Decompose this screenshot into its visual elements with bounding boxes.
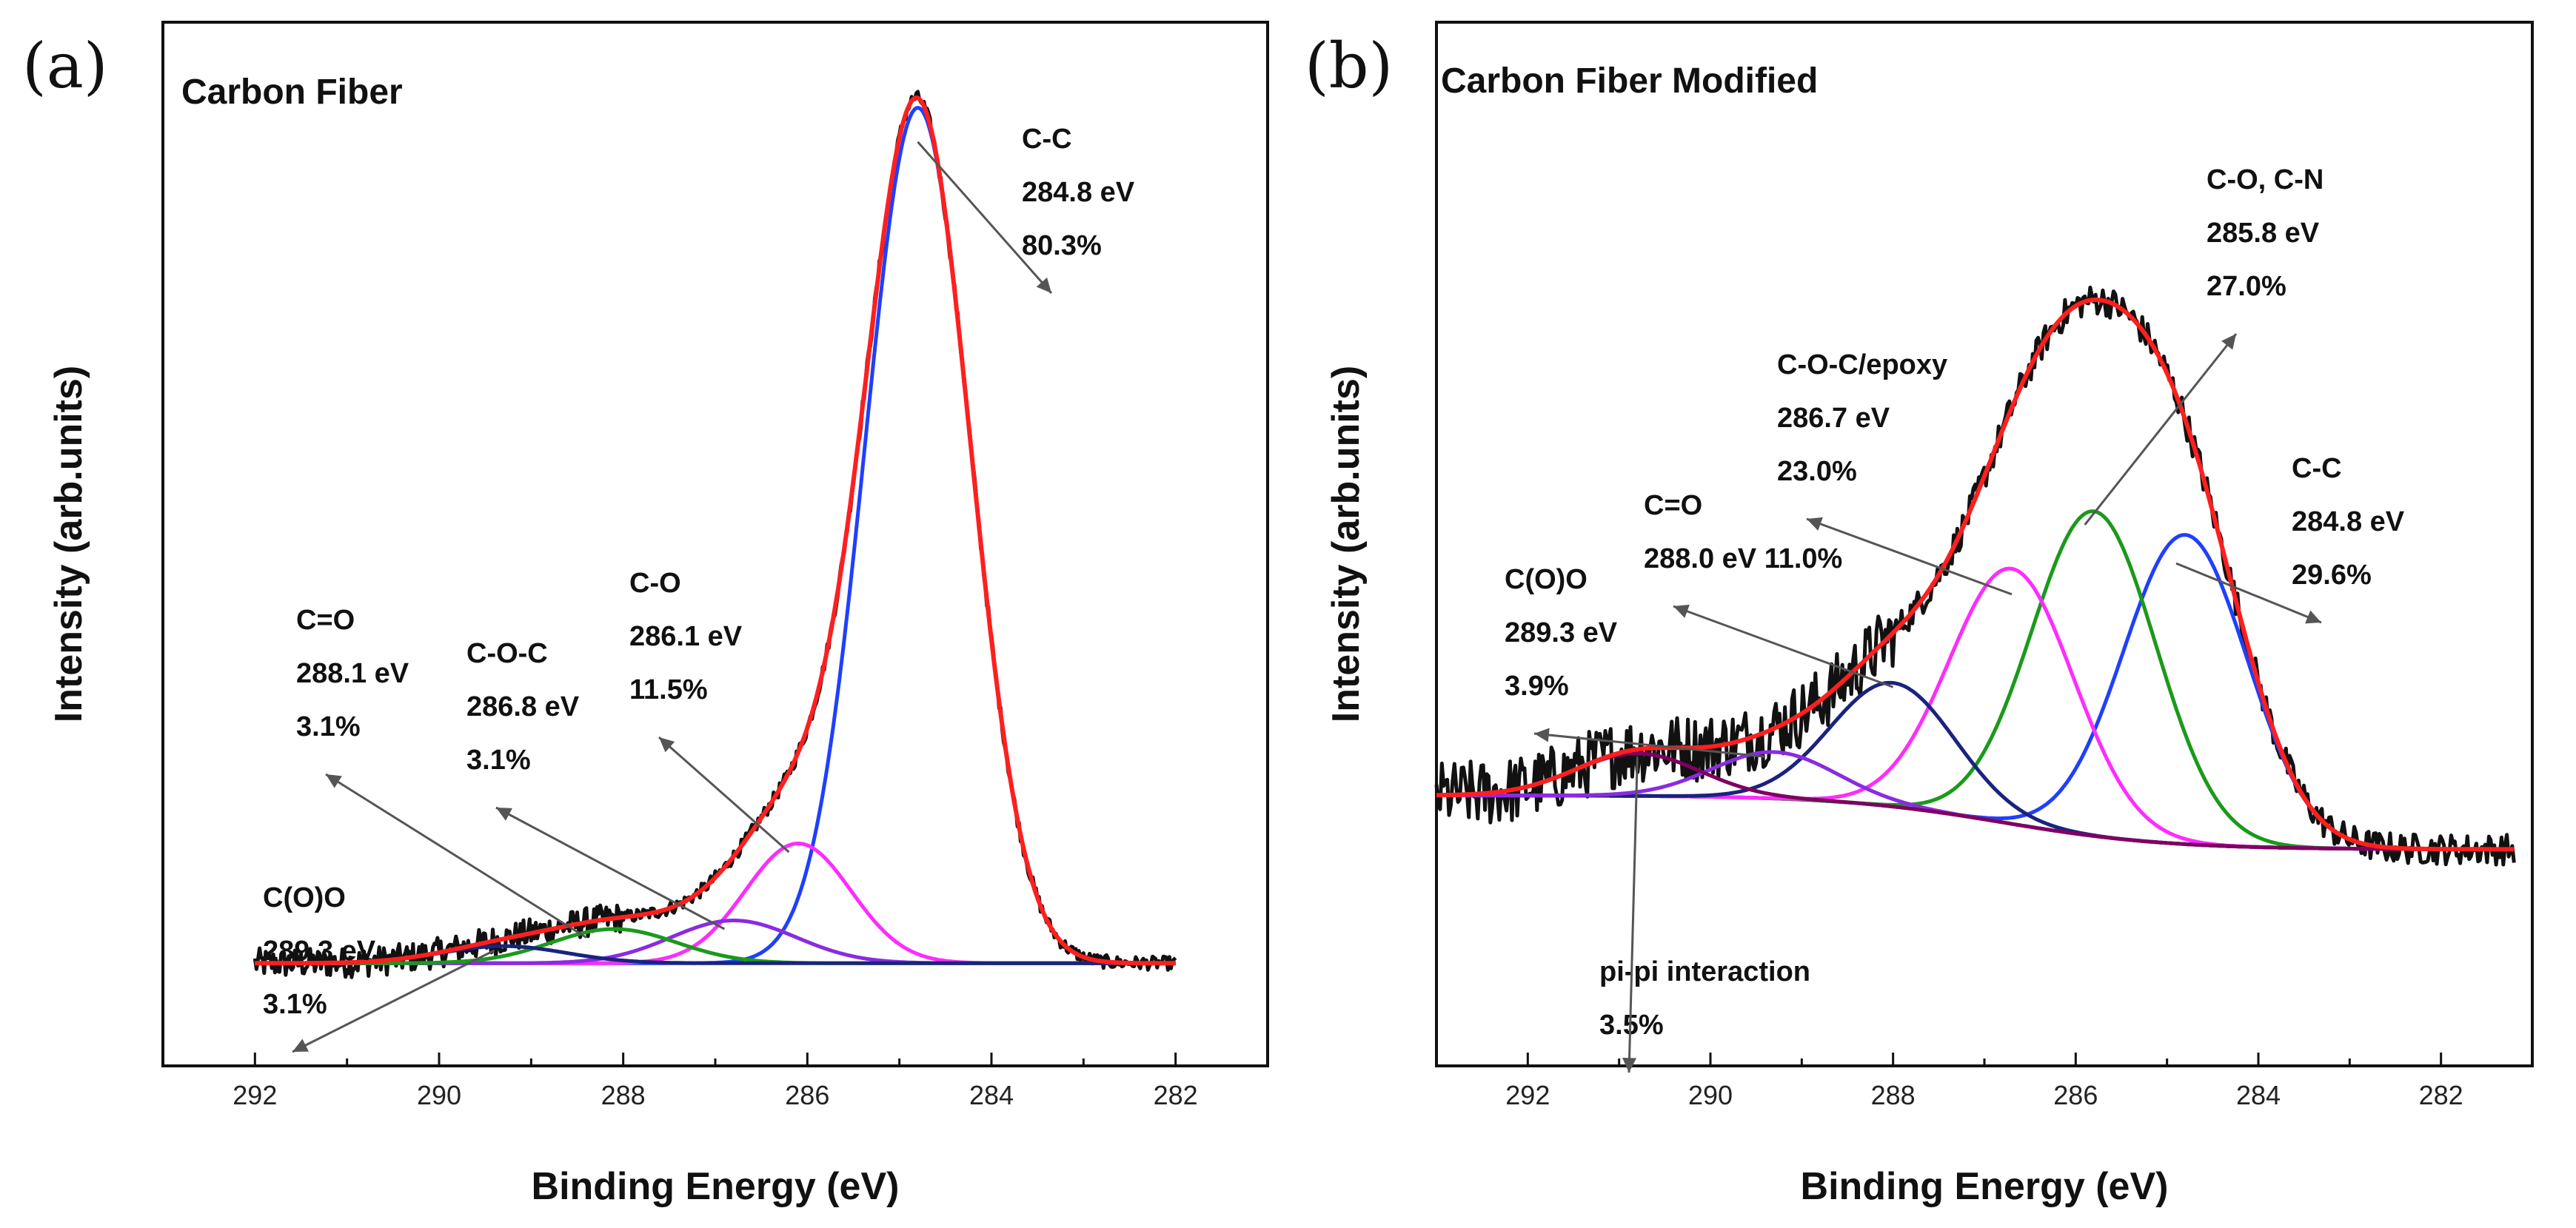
panel-a-annotation: C-O 286.1 eV 11.5% <box>629 568 790 853</box>
panel-b-x-tick-label: 282 <box>2419 1080 2463 1110</box>
panel-a-x-tick-label: 292 <box>232 1080 277 1110</box>
panel-b-annotation-arrow <box>1806 517 2013 596</box>
panel-b-annotation: C=O 288.0 eV 11.0% <box>1644 490 1894 688</box>
panel-b: (b) Carbon Fiber Modified 292 290 288 286 28… <box>1305 21 2534 1208</box>
panel-a-raw-data-line <box>252 90 1177 979</box>
panel-b-annotation-text: 284.8 eV <box>2292 506 2405 537</box>
panel-b-annotation-arrow <box>2084 333 2238 526</box>
panel-b-component-c-o-c-epoxy-line <box>1436 566 2515 851</box>
panel-a-title: Carbon Fiber <box>181 73 403 112</box>
panel-b-x-tick-label: 292 <box>1505 1080 1550 1110</box>
panel-b-annotations: C-O, C-N 285.8 eV 27.0% C-C 284.8 eV 29.6% C-O… <box>1505 164 2405 1073</box>
panel-a-annotation-arrow <box>292 949 495 1053</box>
panel-b-annotation-text: 3.9% <box>1505 671 1569 702</box>
panel-b-annotation-text: 23.0% <box>1777 456 1857 487</box>
panel-a-annotation-text: 3.1% <box>296 711 361 742</box>
panel-a-annotation: C-C 284.8 eV 80.3% <box>917 124 1135 294</box>
panel-b-x-tick-label: 286 <box>2053 1080 2098 1110</box>
panel-b-annotation-text: 289.3 eV <box>1505 617 1618 648</box>
panel-b-annotation-arrow <box>1627 756 1639 1073</box>
panel-b-x-axis-title: Binding Energy (eV) <box>1801 1165 2169 1208</box>
panel-a-annotation-text: C-C <box>1022 124 1072 155</box>
panel-b-annotation-text: 288.0 eV 11.0% <box>1644 543 1842 574</box>
panel-a-envelope-line <box>254 95 1177 966</box>
panel-a-annotation-text: 3.1% <box>263 989 327 1020</box>
panel-a-annotation-arrow <box>495 806 726 930</box>
panel-a: (a) Carbon Fiber 292 290 288 286 284 282 C-C 2… <box>22 21 1269 1208</box>
panel-a-annotation-text: C-O <box>629 568 681 599</box>
panel-a-x-tick-label: 288 <box>601 1080 646 1110</box>
panel-b-annotation-arrow <box>1533 732 1766 758</box>
panel-a-annotation-text: 80.3% <box>1022 230 1102 261</box>
panel-b-annotation-text: 286.7 eV <box>1777 403 1890 434</box>
panel-a-annotation-text: C-O-C <box>466 638 548 669</box>
panel-b-y-axis-title: Intensity (arb.units) <box>1325 366 1368 722</box>
panel-a-annotation-arrowhead <box>292 1039 309 1052</box>
panel-b-annotation-arrow <box>1673 605 1894 688</box>
panel-b-curves <box>1434 285 2516 867</box>
panel-a-x-tick-label: 290 <box>417 1080 461 1110</box>
panel-b-annotation-arrowhead <box>1673 604 1690 618</box>
panel-a-annotations: C-C 284.8 eV 80.3% C-O 286.1 eV 11.5% C-O-C 286… <box>263 124 1135 1053</box>
panel-b-annotation-text: C-O-C/epoxy <box>1777 349 1947 380</box>
panel-b-annotation-text: 285.8 eV <box>2207 218 2320 249</box>
panel-a-x-ticks: 292 290 288 286 284 282 <box>161 1053 1269 1110</box>
panel-b-annotation-text: C=O <box>1644 490 1702 521</box>
panel-a-annotation-text: C(O)O <box>263 882 346 913</box>
panel-b-annotation: C-O-C/epoxy 286.7 eV 23.0% <box>1777 349 2013 596</box>
panel-a-annotation: C=O 288.1 eV 3.1% <box>296 605 587 939</box>
panel-a-y-axis-title: Intensity (arb.units) <box>47 366 90 722</box>
panel-a-annotation-arrowhead <box>659 737 675 753</box>
panel-b-annotation-arrow <box>2175 562 2322 624</box>
panel-a-x-tick-label: 286 <box>785 1080 829 1110</box>
panel-b-annotation: C-O, C-N 285.8 eV 27.0% <box>2084 164 2324 526</box>
panel-a-annotation-text: C=O <box>296 605 355 636</box>
panel-b-x-tick-label: 284 <box>2236 1080 2281 1110</box>
panel-b-annotation-arrowhead <box>1534 728 1550 742</box>
panel-a-annotation-arrow <box>325 773 587 939</box>
panel-b-annotation-arrowhead <box>2221 334 2236 350</box>
panel-a-annotation-text: 286.8 eV <box>466 691 580 722</box>
panel-b-envelope-line <box>1436 298 2515 852</box>
panel-a-annotation: C(O)O 289.3 eV 3.1% <box>263 882 495 1053</box>
panel-a-annotation-text: 284.8 eV <box>1022 177 1135 208</box>
panel-a-annotation-text: 289.3 eV <box>263 936 376 967</box>
panel-b-annotation-arrowhead <box>2305 610 2321 624</box>
panel-b-plot-frame <box>1435 21 2534 1067</box>
panel-a-annotation-text: 3.1% <box>466 745 531 776</box>
panel-b-annotation-text: C-O, C-N <box>2207 164 2324 195</box>
panel-a-x-axis-title: Binding Energy (eV) <box>532 1165 900 1208</box>
panel-a-annotation-arrowhead <box>1036 277 1051 293</box>
panel-a-annotation-text: 288.1 eV <box>296 658 409 689</box>
panel-a-annotation-text: 11.5% <box>629 674 708 705</box>
panel-a-letter: (a) <box>22 30 108 102</box>
panel-b-annotation-arrowhead <box>1622 1057 1637 1073</box>
panel-a-x-tick-label: 282 <box>1154 1080 1198 1110</box>
panel-b-annotation-text: 27.0% <box>2207 271 2286 302</box>
panel-b-annotation-text: pi-pi interaction <box>1599 956 1810 987</box>
panel-b-annotation-text: 29.6% <box>2292 560 2372 591</box>
panel-a-annotation-arrowhead <box>326 774 342 788</box>
panel-b-annotation-arrowhead <box>1807 517 1823 531</box>
panel-a-annotation: C-O-C 286.8 eV 3.1% <box>466 638 726 930</box>
panel-a-annotation-text: 286.1 eV <box>629 621 743 652</box>
panel-a-annotation-arrow <box>917 141 1053 294</box>
panel-b-x-tick-label: 288 <box>1871 1080 1916 1110</box>
panel-b-component-c-o-line <box>1436 680 2515 851</box>
panel-b-annotation: C-C 284.8 eV 29.6% <box>2175 453 2405 624</box>
panel-b-annotation-text: C-C <box>2292 453 2342 484</box>
panel-b-annotation: C(O)O 289.3 eV 3.9% <box>1505 564 1766 758</box>
panel-b-letter: (b) <box>1305 30 1393 102</box>
panel-a-curves <box>252 90 1177 979</box>
panel-a-annotation-arrowhead <box>496 808 512 821</box>
panel-b-annotation-text: C(O)O <box>1505 564 1588 595</box>
panel-b-x-ticks: 292 290 288 286 284 282 <box>1435 1053 2534 1110</box>
panel-a-annotation-arrow <box>658 736 790 853</box>
panel-b-title: Carbon Fiber Modified <box>1441 61 1818 101</box>
panel-b-x-tick-label: 290 <box>1688 1080 1733 1110</box>
panel-a-x-tick-label: 284 <box>969 1080 1014 1110</box>
